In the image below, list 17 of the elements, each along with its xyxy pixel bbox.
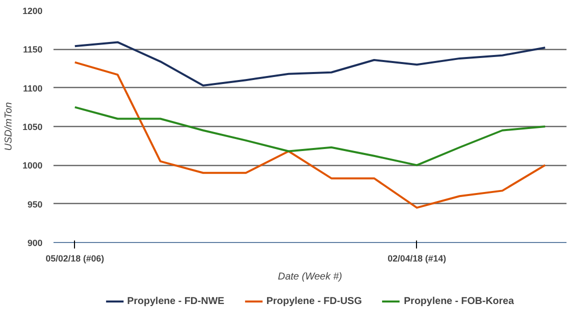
x-axis-title: Date (Week #) (278, 272, 342, 282)
line-series (74, 106, 546, 166)
y-tick-label: 950 (27, 199, 43, 210)
x-tick-label: 05/02/18 (#06) (46, 254, 104, 264)
legend-label: Propylene - FOB-Korea (404, 296, 514, 306)
x-tick-label: 02/04/18 (#14) (388, 254, 446, 264)
y-tick-label: 900 (27, 238, 43, 248)
y-tick-label: 1000 (22, 160, 43, 171)
y-tick-label: 1050 (22, 122, 43, 132)
legend-label: Propylene - FD-NWE (127, 296, 224, 306)
line-series (74, 61, 546, 209)
legend-label: Propylene - FD-USG (266, 296, 362, 306)
y-tick-label: 1200 (22, 6, 43, 16)
y-tick-label: 1150 (22, 44, 43, 55)
y-tick-label: 1100 (22, 83, 43, 94)
line-series (74, 41, 546, 87)
y-axis-title: USD/mTon (3, 102, 14, 151)
